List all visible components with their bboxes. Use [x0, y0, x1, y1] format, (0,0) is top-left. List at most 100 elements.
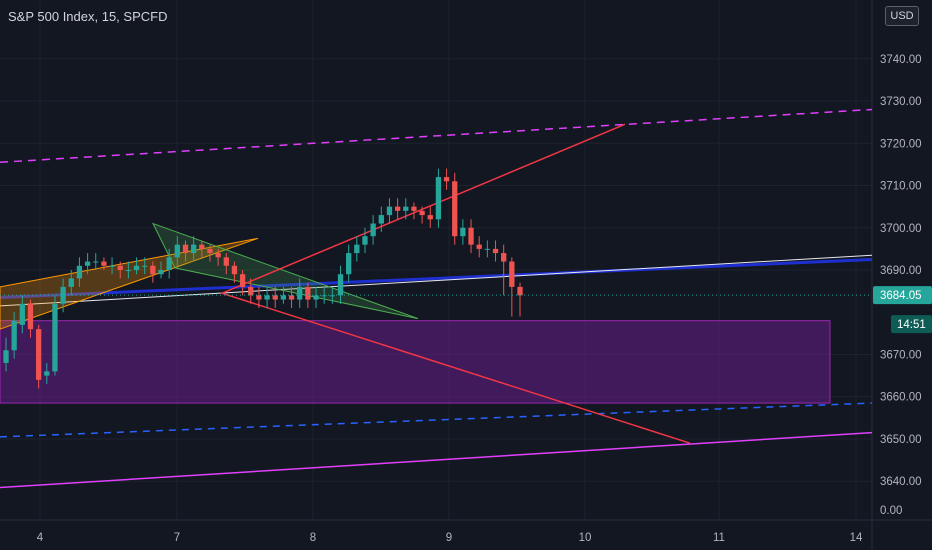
candle-body [76, 265, 83, 279]
candle-body [297, 286, 303, 300]
candle-body [150, 265, 156, 275]
candle-body [370, 223, 376, 237]
candle-body [223, 257, 229, 266]
candles [3, 168, 523, 389]
candle-body [386, 206, 393, 216]
price-tick-label: 0.00 [880, 505, 902, 517]
price-tick-label: 3710.00 [880, 181, 922, 193]
candle-body [443, 177, 450, 182]
candle-body [288, 295, 295, 300]
candle-body [337, 274, 344, 296]
candle-body [411, 206, 417, 211]
currency-button[interactable]: USD [885, 6, 919, 26]
price-tick-label: 3740.00 [880, 54, 922, 66]
candle-body [207, 248, 213, 254]
candle-body [403, 206, 409, 211]
candle-body [158, 270, 164, 275]
time-tick-label: 14 [850, 532, 863, 544]
last-price-tag [873, 286, 932, 305]
countdown-label: 14:51 [897, 319, 926, 331]
price-tick-label: 3730.00 [880, 96, 922, 108]
time-tick-label: 4 [37, 532, 44, 544]
price-tick-label: 3650.00 [880, 434, 922, 446]
red-channel [219, 123, 691, 444]
candle-body [44, 371, 50, 376]
candle-body [52, 303, 58, 372]
candle-body [321, 295, 327, 297]
candle-body [435, 177, 442, 220]
candle-body [199, 244, 205, 249]
candle-body [11, 320, 17, 351]
candle-body [117, 265, 123, 270]
candle-body [190, 244, 197, 254]
candle-body [239, 274, 246, 287]
candle-body [468, 227, 474, 245]
magenta-trendline [0, 431, 873, 489]
candle-body [378, 215, 384, 224]
candle-body [125, 270, 132, 271]
time-tick-label: 9 [446, 532, 452, 544]
price-axis: 3740.00 3730.00 3720.00 3710.00 3700.00 3690.… [880, 54, 922, 517]
price-tick-label: 3700.00 [880, 223, 922, 235]
candle-body [484, 248, 491, 250]
time-axis: 4 7 8 9 10 11 14 [37, 532, 863, 544]
candle-body [60, 286, 66, 304]
time-tick-label: 11 [713, 532, 725, 544]
green-triangle [152, 222, 419, 320]
candle-body [3, 350, 9, 363]
chart-title: S&P 500 Index, 15, SPCFD [8, 9, 168, 24]
last-price-label: 3684.05 [880, 290, 922, 302]
price-tick-label: 3690.00 [880, 265, 922, 277]
candle-body [419, 210, 425, 216]
price-labels: 3684.05 14:51 [0, 286, 932, 334]
candle-body [329, 295, 336, 297]
candle-body [427, 215, 433, 220]
candle-body [166, 257, 172, 270]
candle-body [460, 227, 466, 237]
price-tick-label: 3720.00 [880, 138, 922, 150]
candle-body [19, 303, 25, 325]
candle-body [27, 303, 34, 330]
candle-body [215, 253, 221, 258]
candle-body [133, 265, 140, 270]
candle-body [264, 295, 270, 300]
price-tick-label: 3660.00 [880, 392, 922, 404]
countdown-tag [891, 315, 932, 334]
time-tick-label: 10 [579, 532, 592, 544]
candle-body [476, 244, 482, 249]
candle-body [248, 286, 254, 296]
time-tick-label: 8 [310, 532, 316, 544]
candle-body [182, 244, 189, 254]
candle-body [35, 329, 42, 380]
candle-body [509, 261, 515, 287]
candle-body [68, 278, 74, 287]
candle-body [492, 248, 499, 254]
blue-trendline [0, 257, 873, 299]
candle-body [313, 295, 319, 300]
candle-body [305, 286, 311, 300]
candle-body [272, 295, 278, 300]
candle-body [101, 261, 107, 266]
candle-body [517, 286, 523, 296]
candle-body [84, 261, 91, 266]
candle-body [394, 206, 401, 211]
price-tick-label: 3670.00 [880, 349, 922, 361]
candle-body [362, 236, 368, 245]
white-trendline [0, 254, 873, 307]
candle-body [231, 265, 238, 275]
demand-zone [0, 320, 831, 404]
candle-body [174, 244, 180, 258]
candle-body [256, 295, 262, 300]
candle-body [346, 253, 352, 275]
candle-body [93, 261, 99, 263]
candle-body [142, 265, 148, 267]
candle-body [501, 253, 507, 262]
candle-body [452, 181, 458, 237]
blue-dashed-trendline [0, 402, 873, 438]
candle-body [109, 265, 115, 267]
time-tick-label: 7 [174, 532, 180, 544]
candle-body [280, 295, 287, 300]
magenta-dashed-trendline [0, 108, 873, 164]
candle-body [354, 244, 360, 254]
